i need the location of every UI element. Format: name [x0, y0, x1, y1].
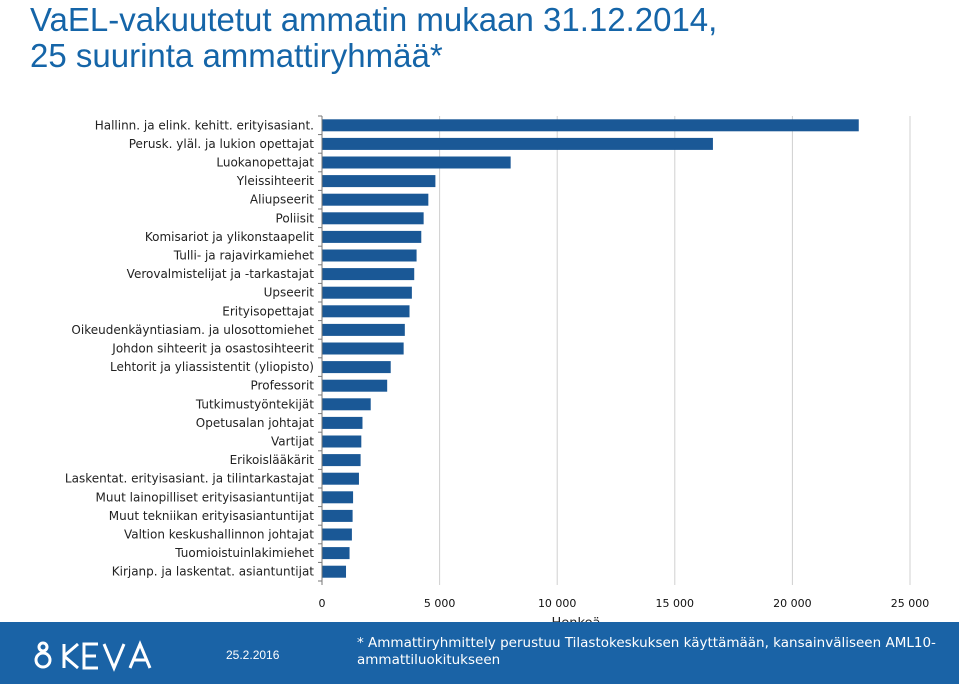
x-tick-labels: 0 5 000 10 000 15 000 20 000 25 000: [319, 597, 930, 610]
page-title: VaEL-vakuutetut ammatin mukaan 31.12.201…: [30, 2, 717, 74]
category-label: Verovalmistelijat ja -tarkastajat: [127, 267, 315, 281]
category-label: Luokanopettajat: [216, 156, 314, 170]
bar: [322, 472, 359, 485]
bar: [322, 528, 352, 541]
x-tick-label: 5 000: [424, 597, 456, 610]
title-line-1: VaEL-vakuutetut ammatin mukaan 31.12.201…: [30, 1, 718, 38]
category-label: Muut lainopilliset erityisasiantuntijat: [96, 490, 315, 504]
category-label: Kirjanp. ja laskentat. asiantuntijat: [112, 565, 315, 579]
category-label: Aliupseerit: [250, 193, 314, 207]
keva-logo: [34, 640, 174, 676]
category-label: Oikeudenkäyntiasiam. ja ulosottomiehet: [71, 323, 314, 337]
bar: [322, 268, 415, 281]
category-label: Tulli- ja rajavirkamiehet: [173, 249, 315, 263]
bar: [322, 565, 347, 578]
x-tick-label: 20 000: [773, 597, 812, 610]
bar: [322, 342, 404, 355]
bar: [322, 361, 391, 374]
category-label: Opetusalan johtajat: [196, 416, 314, 430]
category-label: Laskentat. erityisasiant. ja tilintarkas…: [65, 472, 314, 486]
title-line-2: 25 suurinta ammattiryhmää*: [30, 37, 443, 74]
footer-date: 25.2.2016: [226, 648, 280, 662]
bar: [322, 491, 354, 504]
bar: [322, 435, 362, 448]
category-label: Professorit: [251, 379, 315, 393]
bar: [322, 509, 353, 522]
category-label: Tuomioistuinlakimiehet: [174, 546, 314, 560]
category-labels: Hallinn. ja elink. kehitt. erityisasiant…: [65, 118, 314, 578]
footnote: * Ammattiryhmittely perustuu Tilastokesk…: [357, 635, 936, 668]
category-label: Komisariot ja ylikonstaapelit: [145, 230, 314, 244]
category-label: Erityisopettajat: [222, 304, 314, 318]
bar: [322, 212, 424, 225]
category-label: Johdon sihteerit ja osastosihteerit: [111, 342, 314, 356]
bar: [322, 305, 410, 318]
category-label: Vartijat: [271, 435, 314, 449]
bar: [322, 249, 417, 262]
category-label: Hallinn. ja elink. kehitt. erityisasiant…: [95, 118, 314, 132]
x-tick-label: 10 000: [538, 597, 577, 610]
bar: [322, 175, 436, 188]
bar: [322, 119, 859, 132]
bar: [322, 379, 388, 392]
bar: [322, 137, 713, 150]
category-label: Poliisit: [276, 211, 315, 225]
category-label: Lehtorit ja yliassistentit (yliopisto): [110, 360, 314, 374]
bars: [322, 119, 859, 578]
category-label: Erikoislääkärit: [230, 453, 315, 467]
bar: [322, 398, 371, 411]
bar: [322, 286, 412, 299]
bar-chart: Hallinn. ja elink. kehitt. erityisasiant…: [65, 115, 930, 628]
category-label: Muut tekniikan erityisasiantuntijat: [109, 509, 314, 523]
bar: [322, 156, 511, 169]
bar: [322, 230, 422, 243]
bar: [322, 323, 405, 336]
bar: [322, 193, 429, 206]
footer-bar: 25.2.2016 * Ammattiryhmittely perustuu T…: [0, 622, 959, 684]
category-label: Tutkimustyöntekijät: [195, 397, 314, 411]
x-tick-label: 0: [319, 597, 326, 610]
category-label: Upseerit: [264, 286, 315, 300]
x-tick-label: 15 000: [656, 597, 695, 610]
bar: [322, 547, 350, 560]
bar: [322, 416, 363, 429]
bar: [322, 454, 361, 467]
x-tick-label: 25 000: [891, 597, 930, 610]
category-label: Perusk. yläl. ja lukion opettajat: [129, 137, 315, 151]
category-label: Yleissihteerit: [236, 174, 315, 188]
grid-lines: [318, 115, 911, 585]
category-label: Valtion keskushallinnon johtajat: [124, 528, 314, 542]
